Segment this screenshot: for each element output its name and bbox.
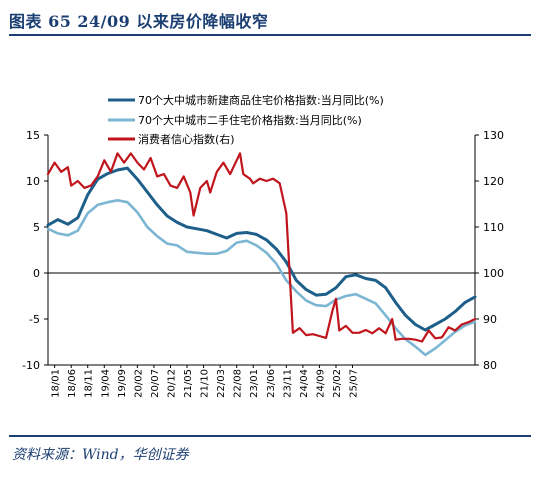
x-axis-tick-label: 23/01 [249,369,260,398]
legend: 70个大中城市新建商品住宅价格指数:当月同比(%) 70个大中城市二手住宅价格指… [108,93,384,146]
right-axis-tick-label: 90 [483,313,497,326]
axes: 15 10 5 0 -5 -10 130 120 110 100 90 80 18/01 18/06 18/… [22,129,504,398]
legend-label-confidence: 消费者信心指数(右) [138,132,235,146]
source-note: 资料来源：Wind，华创证券 [12,447,189,463]
right-axis-tick-label: 110 [483,221,504,234]
x-axis-tick-label: 25/07 [349,369,360,398]
x-axis-tick-label: 24/04 [299,369,310,398]
series-lines [46,152,477,357]
x-axis-tick-label: 20/07 [150,369,161,398]
x-axis-tick-label: 19/09 [117,369,128,398]
x-axis-tick-label: 23/11 [282,369,293,398]
chart-canvas: 70个大中城市新建商品住宅价格指数:当月同比(%) 70个大中城市二手住宅价格指… [22,93,504,398]
left-axis-tick-label: 5 [33,221,40,234]
x-axis-tick-label: 19/04 [100,369,111,398]
legend-label-second-hand: 70个大中城市二手住宅价格指数:当月同比(%) [138,113,362,127]
left-axis-tick-label: 15 [26,129,40,142]
x-axis-tick-label: 18/06 [67,369,78,398]
x-axis-tick-label: 22/03 [216,369,227,398]
consumer-confidence-line [46,152,477,343]
second-hand-price-line [46,199,477,357]
x-axis-tick-label: 20/02 [133,369,144,398]
legend-label-new-home: 70个大中城市新建商品住宅价格指数:当月同比(%) [138,93,384,107]
right-axis-tick-label: 130 [483,129,504,142]
new-home-price-line [46,166,477,332]
x-axis-tick-label: 21/10 [200,369,211,398]
chart-title: 图表 65 24/09 以来房价降幅收窄 [9,12,269,31]
left-axis-tick-label: 10 [26,175,40,188]
right-axis-tick-label: 100 [483,267,504,280]
x-axis-tick-label: 22/08 [233,369,244,398]
x-axis-tick-label: 25/02 [332,369,343,398]
footer-divider [9,435,531,437]
x-axis-tick-label: 24/09 [315,369,326,398]
x-axis-tick-label: 20/12 [166,369,177,398]
x-axis-tick-label: 18/11 [84,369,95,398]
title-divider [9,34,531,36]
left-axis-tick-label: -5 [29,313,40,326]
right-axis-tick-label: 80 [483,359,497,372]
left-axis-tick-label: -10 [22,359,40,372]
x-axis-tick-label: 21/05 [183,369,194,398]
x-axis-tick-label: 18/01 [51,369,62,398]
x-axis-tick-label: 23/06 [266,369,277,398]
right-axis-tick-label: 120 [483,175,504,188]
left-axis-tick-label: 0 [33,267,40,280]
